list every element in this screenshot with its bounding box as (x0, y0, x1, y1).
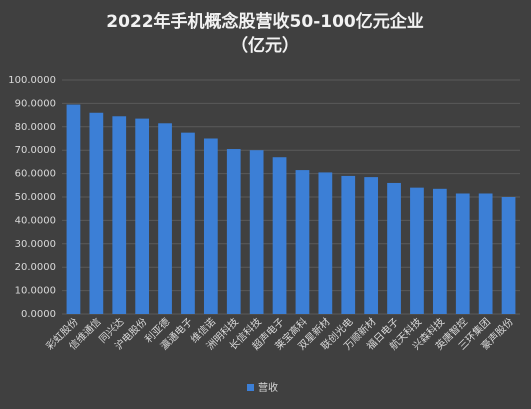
bar (364, 177, 379, 314)
y-tick-label: 60.0000 (15, 169, 56, 180)
bar (318, 172, 333, 314)
bar (341, 175, 356, 314)
bar (112, 116, 127, 315)
legend-swatch (247, 384, 254, 391)
bar (272, 157, 287, 314)
y-tick-label: 0.0000 (21, 309, 56, 320)
y-tick-label: 90.0000 (15, 98, 56, 109)
bar (181, 132, 195, 314)
bar (158, 123, 172, 314)
bar (501, 197, 516, 314)
bar (387, 182, 401, 314)
legend-label: 营收 (258, 381, 278, 394)
bar (295, 170, 310, 314)
bar (455, 193, 470, 314)
bar (249, 150, 264, 314)
y-tick-label: 70.0000 (15, 145, 56, 156)
chart-subtitle: （亿元） (231, 35, 299, 56)
bar (432, 188, 447, 314)
bar (203, 138, 218, 314)
y-tick-label: 30.0000 (15, 239, 56, 250)
y-tick-label: 10.0000 (15, 286, 56, 297)
bar (410, 187, 424, 314)
y-tick-label: 100.0000 (8, 75, 56, 86)
y-tick-label: 80.0000 (15, 122, 56, 133)
y-tick-label: 20.0000 (15, 262, 56, 273)
y-tick-label: 50.0000 (15, 192, 56, 203)
bar (135, 118, 150, 314)
bar (478, 193, 493, 314)
y-tick-label: 40.0000 (15, 215, 56, 226)
bar (226, 149, 241, 314)
chart-title: 2022年手机概念股营收50-100亿元企业 (106, 11, 424, 32)
bar (89, 112, 104, 314)
bar (66, 104, 81, 314)
